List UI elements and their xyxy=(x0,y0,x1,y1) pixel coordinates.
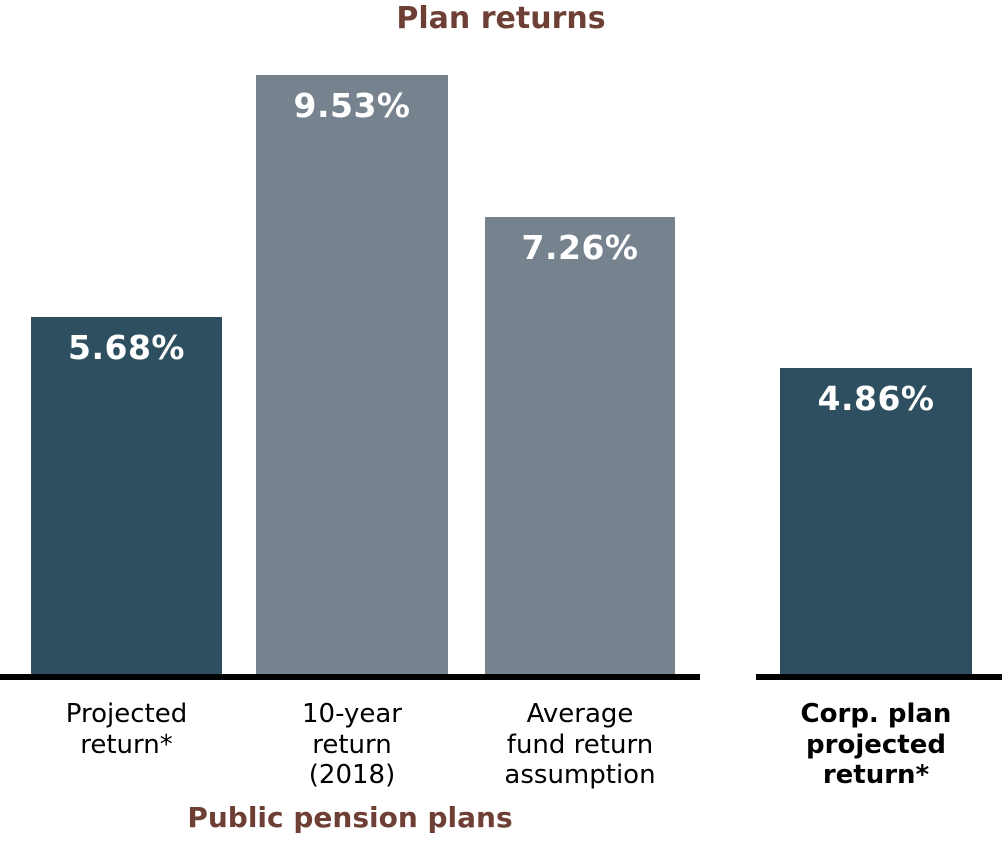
chart-title: Plan returns xyxy=(396,1,606,36)
bar-value-label: 4.86% xyxy=(817,379,935,418)
bar-10-year-return: 9.53% xyxy=(256,75,448,674)
x-axis-left-segment xyxy=(0,674,700,680)
bar-value-label: 9.53% xyxy=(293,86,411,125)
group-label-public-pension-plans: Public pension plans xyxy=(187,801,513,834)
bar-corp-plan-projected-return: 4.86% xyxy=(780,368,972,674)
x-axis-right-segment xyxy=(756,674,1002,680)
bar-average-fund-return-assumption: 7.26% xyxy=(485,217,675,674)
bar-value-label: 7.26% xyxy=(521,228,639,267)
plot-area: 5.68% 9.53% 7.26% 4.86% xyxy=(0,75,1002,680)
category-label-10-year-return: 10-year return (2018) xyxy=(301,699,402,791)
category-label-corp-plan-projected-return: Corp. plan projected return* xyxy=(800,699,952,791)
category-label-average-fund-return-assumption: Average fund return assumption xyxy=(504,699,656,791)
category-label-projected-return: Projected return* xyxy=(65,699,188,760)
bar-projected-return: 5.68% xyxy=(31,317,222,674)
bar-value-label: 5.68% xyxy=(68,328,185,367)
